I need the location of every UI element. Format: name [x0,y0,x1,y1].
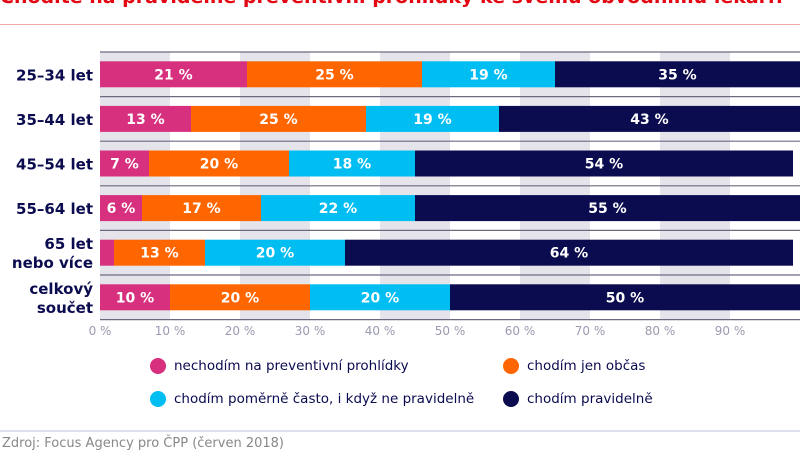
bar-segment [100,105,191,132]
data-label: 54 % [585,157,623,173]
data-label: 20 % [221,290,259,306]
category-label: nebo více [12,254,93,272]
data-label: 64 % [550,246,588,262]
data-label: 43 % [630,112,668,128]
legend-label: chodím poměrně často, i když ne pravidel… [174,391,475,407]
bar-segment [191,105,366,132]
x-tick-label: 10 % [155,324,186,338]
category-label: součet [37,299,93,317]
legend-item-1: nechodím na preventivní prohlídky [150,358,409,374]
data-label: 19 % [413,112,451,128]
x-tick-label: 50 % [435,324,466,338]
data-label: 17 % [182,201,220,217]
legend-item-2: chodím jen občas [503,358,645,374]
category-label: 25–34 let [16,66,93,84]
legend-item-3: chodím poměrně často, i když ne pravidel… [150,391,474,407]
source-note: Zdroj: Focus Agency pro ČPP (červen 2018… [2,436,284,451]
x-tick-label: 60 % [505,324,536,338]
category-label: 55–64 let [16,200,93,218]
x-tick-label: 80 % [645,324,676,338]
bar-segment [345,239,793,266]
legend-label: chodím jen občas [527,358,646,374]
data-label: 13 % [140,246,178,262]
chart-title: Chodíte na pravidelné preventivní prohlí… [0,0,800,8]
x-tick-label: 20 % [225,324,256,338]
legend-label: chodím pravidelně [527,391,653,407]
data-label: 13 % [126,112,164,128]
data-label: 6 % [107,201,136,217]
bar-segment [114,239,205,266]
bar-segment [499,105,800,132]
legend-item-4: chodím pravidelně [503,391,653,407]
bar-segment [100,150,149,177]
bar-segment [366,105,499,132]
data-label: 10 % [116,290,154,306]
bar-segment [555,61,800,88]
bar-segment [247,61,422,88]
title-divider [0,24,800,25]
data-label: 19 % [469,67,507,83]
bar-segment [422,61,555,88]
bar-segment [100,284,170,311]
data-label: 21 % [154,67,192,83]
bar-segment [289,150,415,177]
category-label: celkový [29,280,93,298]
legend-swatch [503,358,519,374]
data-label: 22 % [319,201,357,217]
legend-swatch [150,358,166,374]
bar-segment [100,61,247,88]
x-tick-label: 90 % [715,324,746,338]
data-label: 20 % [361,290,399,306]
stacked-bar-chart: 0 % 10 % 20 % 30 % 40 % 50 % 60 % 70 % 80 % 90 % 2… [12,51,800,338]
x-tick-label: 0 % [89,324,112,338]
legend-swatch [150,391,166,407]
bar-segment [100,195,142,222]
bar-segment [170,284,310,311]
legend-swatch [503,391,519,407]
bar-segment [450,284,800,311]
bar-segment [100,239,114,266]
footer-divider [0,430,800,432]
data-label: 20 % [256,246,294,262]
data-label: 18 % [333,157,371,173]
data-label: 20 % [200,157,238,173]
bar-segment [415,195,800,222]
bar-segment [261,195,415,222]
bar-segment [149,150,289,177]
x-tick-label: 30 % [295,324,326,338]
data-label: 35 % [658,67,696,83]
bar-segment [310,284,450,311]
legend-label: nechodím na preventivní prohlídky [174,358,409,374]
x-tick-label: 40 % [365,324,396,338]
bar-segment [142,195,261,222]
data-label: 7 % [110,157,139,173]
data-label: 25 % [315,67,353,83]
data-label: 55 % [588,201,626,217]
category-label: 65 let [44,235,93,253]
bar-segment [205,239,345,266]
data-label: 25 % [259,112,297,128]
x-tick-label: 70 % [575,324,606,338]
data-label: 50 % [606,290,644,306]
category-label: 45–54 let [16,156,93,174]
category-label: 35–44 let [16,111,93,129]
bar-segment [415,150,793,177]
